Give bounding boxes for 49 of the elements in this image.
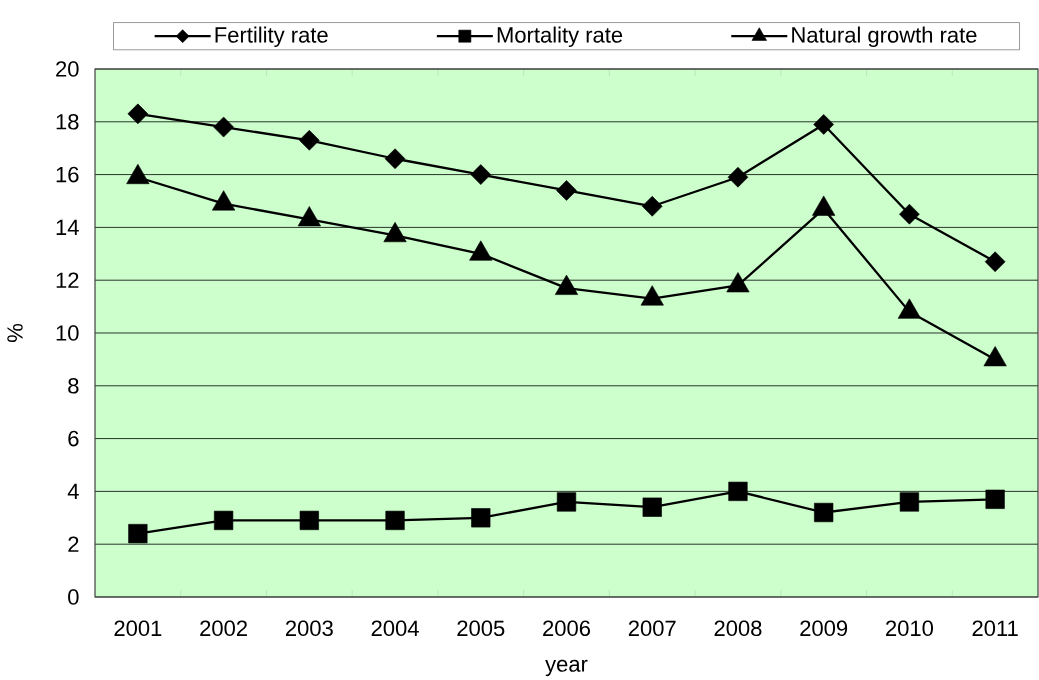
y-tick-label: 14 (56, 219, 79, 235)
x-tick-label: 2010 (886, 620, 933, 637)
y-tick-label: 20 (56, 61, 79, 77)
legend-label: Mortality rate (497, 26, 623, 48)
y-tick-label: 8 (68, 377, 79, 394)
point (899, 492, 920, 512)
point (641, 195, 663, 217)
point (299, 129, 320, 151)
x-tick-label: 2002 (200, 620, 247, 637)
x-tick-label: 2004 (371, 620, 419, 637)
y-tick-label: 12 (56, 272, 79, 288)
point (128, 524, 148, 544)
x-tick-label: 2005 (457, 620, 505, 637)
point (214, 510, 234, 531)
y-tick-label: 0 (68, 589, 79, 605)
point (213, 116, 234, 138)
x-tick-label: 2011 (972, 620, 1018, 637)
point (385, 510, 405, 531)
point (814, 502, 834, 523)
point (556, 180, 577, 201)
point (556, 492, 577, 512)
y-tick-label: 2 (68, 536, 79, 552)
y-tick-label: 4 (67, 483, 79, 499)
point (127, 103, 149, 125)
x-tick-label: 2007 (628, 620, 676, 637)
y-tick-label: 18 (56, 113, 79, 130)
point (813, 114, 834, 135)
y-tick-label: 10 (56, 325, 79, 341)
point (299, 510, 319, 531)
x-tick-label: 2003 (285, 620, 333, 637)
point (470, 164, 492, 185)
x-axis-title: year (545, 659, 588, 677)
legend-label: Natural growth rate (792, 26, 977, 48)
point (471, 508, 491, 528)
point (985, 489, 1005, 509)
point (984, 251, 1006, 273)
y-axis-title: % (7, 324, 23, 342)
x-tick-label: 2008 (714, 620, 762, 637)
legend-label: Fertility rate (215, 26, 328, 48)
point (728, 481, 748, 501)
y-tick-label: 16 (56, 166, 79, 183)
x-tick-label: 2009 (800, 620, 848, 637)
x-tick-label: 2001 (114, 620, 162, 637)
point (727, 166, 749, 188)
point (384, 148, 406, 170)
point (642, 497, 662, 517)
x-tick-label: 2006 (543, 620, 591, 637)
point (899, 203, 920, 225)
y-tick-label: 6 (68, 430, 79, 447)
